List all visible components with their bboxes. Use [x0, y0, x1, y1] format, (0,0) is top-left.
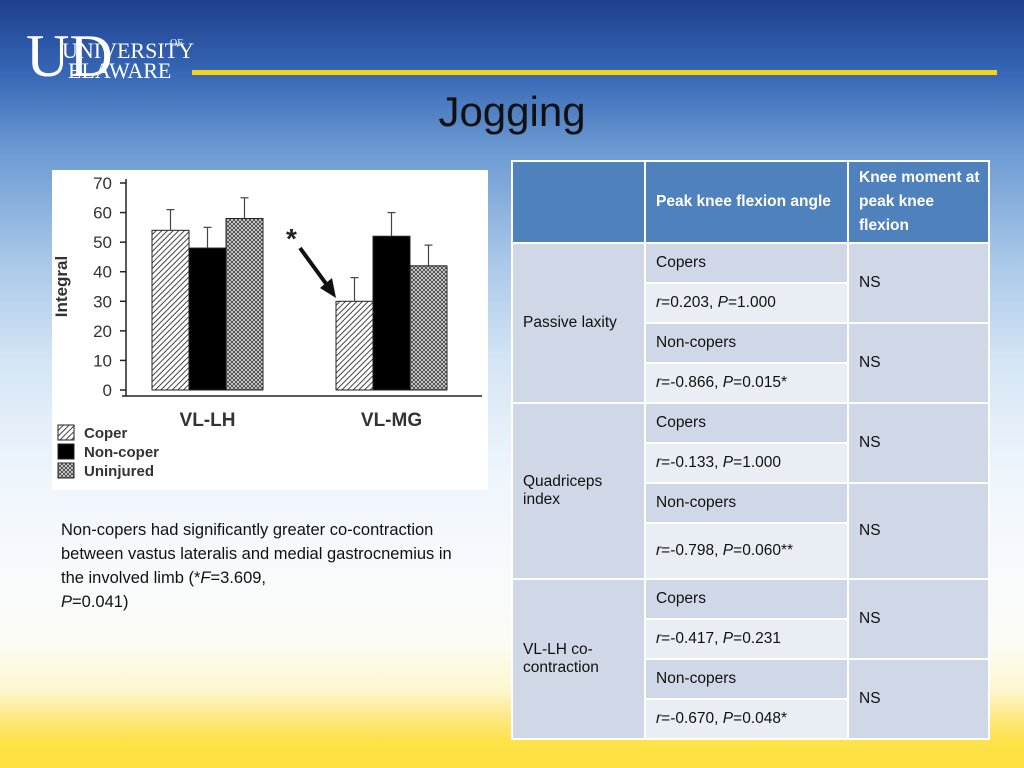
bar: [188, 247, 227, 391]
y-tick-label: 40: [93, 263, 112, 282]
y-tick-label: 50: [93, 233, 112, 252]
row-name: Non-copers: [644, 658, 849, 700]
header-rule: [192, 70, 997, 75]
y-tick-label: 30: [93, 292, 112, 311]
legend-swatch: [57, 424, 75, 441]
bar-chart: 0 10 20 30 40 50 60 70 Integral VL-LH VL-MG * Coper N…: [52, 174, 482, 480]
legend-label: Non-coper: [84, 444, 159, 461]
table-row: r=-0.798, P=0.060**: [512, 522, 989, 580]
table-header-row: Peak knee flexion angle Knee moment at p…: [511, 160, 990, 244]
legend-label: Uninjured: [84, 463, 154, 480]
y-tick-label: 20: [93, 322, 112, 341]
moment-value: NS: [847, 658, 990, 740]
table-row: r=0.203, P=1.000: [512, 282, 989, 324]
y-tick-label: 10: [93, 351, 112, 370]
row-stats: r=-0.798, P=0.060**: [644, 522, 849, 580]
group-label: VL-LH co-contraction: [511, 578, 646, 740]
correlation-table: Peak knee flexion angle Knee moment at p…: [511, 160, 990, 740]
university-logo: UD UNIVERSITY OF ELAWARE: [26, 23, 194, 89]
table-row: Non-copers NS: [512, 322, 990, 404]
header-blank: [511, 160, 646, 244]
header-peak-knee-flexion: Peak knee flexion angle: [644, 160, 849, 244]
table-row: r=-0.133, P=1.000: [512, 442, 989, 484]
table-row: r=-0.866, P=0.015*: [512, 362, 989, 404]
bar-chart-figure: 0 10 20 30 40 50 60 70 Integral VL-LH VL-MG * Coper N…: [52, 170, 488, 490]
bar: [335, 300, 374, 391]
row-stats: r=0.203, P=1.000: [644, 282, 849, 324]
legend-swatch: [57, 443, 75, 460]
y-tick-label: 70: [93, 174, 112, 193]
row-stats: r=-0.417, P=0.231: [644, 618, 849, 660]
table-row: r=-0.417, P=0.231: [512, 618, 989, 660]
table-row: Quadriceps index Copers NS: [511, 402, 990, 580]
logo-line2: ELAWARE: [68, 58, 171, 83]
row-name: Non-copers: [644, 482, 849, 524]
x-tick-label: VL-MG: [361, 410, 422, 431]
table-row: r=-0.670, P=0.048*: [512, 698, 989, 740]
slide-title: Jogging: [438, 88, 586, 135]
table-row: VL-LH co-contraction Copers NS: [511, 578, 990, 740]
group-label: Quadriceps index: [511, 402, 646, 580]
significance-star: *: [286, 223, 297, 254]
table-row: Non-copers NS: [512, 482, 990, 580]
y-axis-label: Integral: [52, 256, 71, 317]
legend-swatch: [57, 462, 75, 479]
header-knee-moment: Knee moment at peak knee flexion: [847, 160, 990, 244]
logo-initial-u: UD: [26, 23, 113, 89]
finding-note: Non-copers had significantly greater co-…: [61, 521, 452, 611]
moment-value: NS: [847, 242, 990, 324]
moment-value: NS: [847, 482, 990, 580]
moment-value: NS: [847, 322, 990, 404]
row-stats: r=-0.670, P=0.048*: [644, 698, 849, 740]
row-name: Non-copers: [644, 322, 849, 364]
group-label: Passive laxity: [511, 242, 646, 404]
y-tick-label: 60: [93, 204, 112, 223]
row-name: Copers: [644, 578, 849, 620]
legend-label: Coper: [84, 425, 128, 442]
logo-of: OF: [170, 38, 183, 49]
x-tick-label: VL-LH: [180, 410, 236, 431]
moment-value: NS: [847, 402, 990, 484]
y-tick-label: 0: [103, 381, 112, 400]
row-name: Copers: [644, 402, 849, 444]
bar: [409, 265, 448, 391]
bar: [372, 235, 411, 391]
bar: [225, 217, 264, 391]
bar: [151, 229, 190, 391]
moment-value: NS: [847, 578, 990, 660]
row-stats: r=-0.133, P=1.000: [644, 442, 849, 484]
table-row: Non-copers NS: [512, 658, 990, 740]
annotation-arrowhead: [320, 278, 336, 298]
table-row: Passive laxity Copers NS: [511, 242, 990, 404]
logo-line1: UNIVERSITY: [62, 38, 194, 63]
row-name: Copers: [644, 242, 849, 284]
annotation-arrow: [298, 246, 329, 287]
row-stats: r=-0.866, P=0.015*: [644, 362, 849, 404]
